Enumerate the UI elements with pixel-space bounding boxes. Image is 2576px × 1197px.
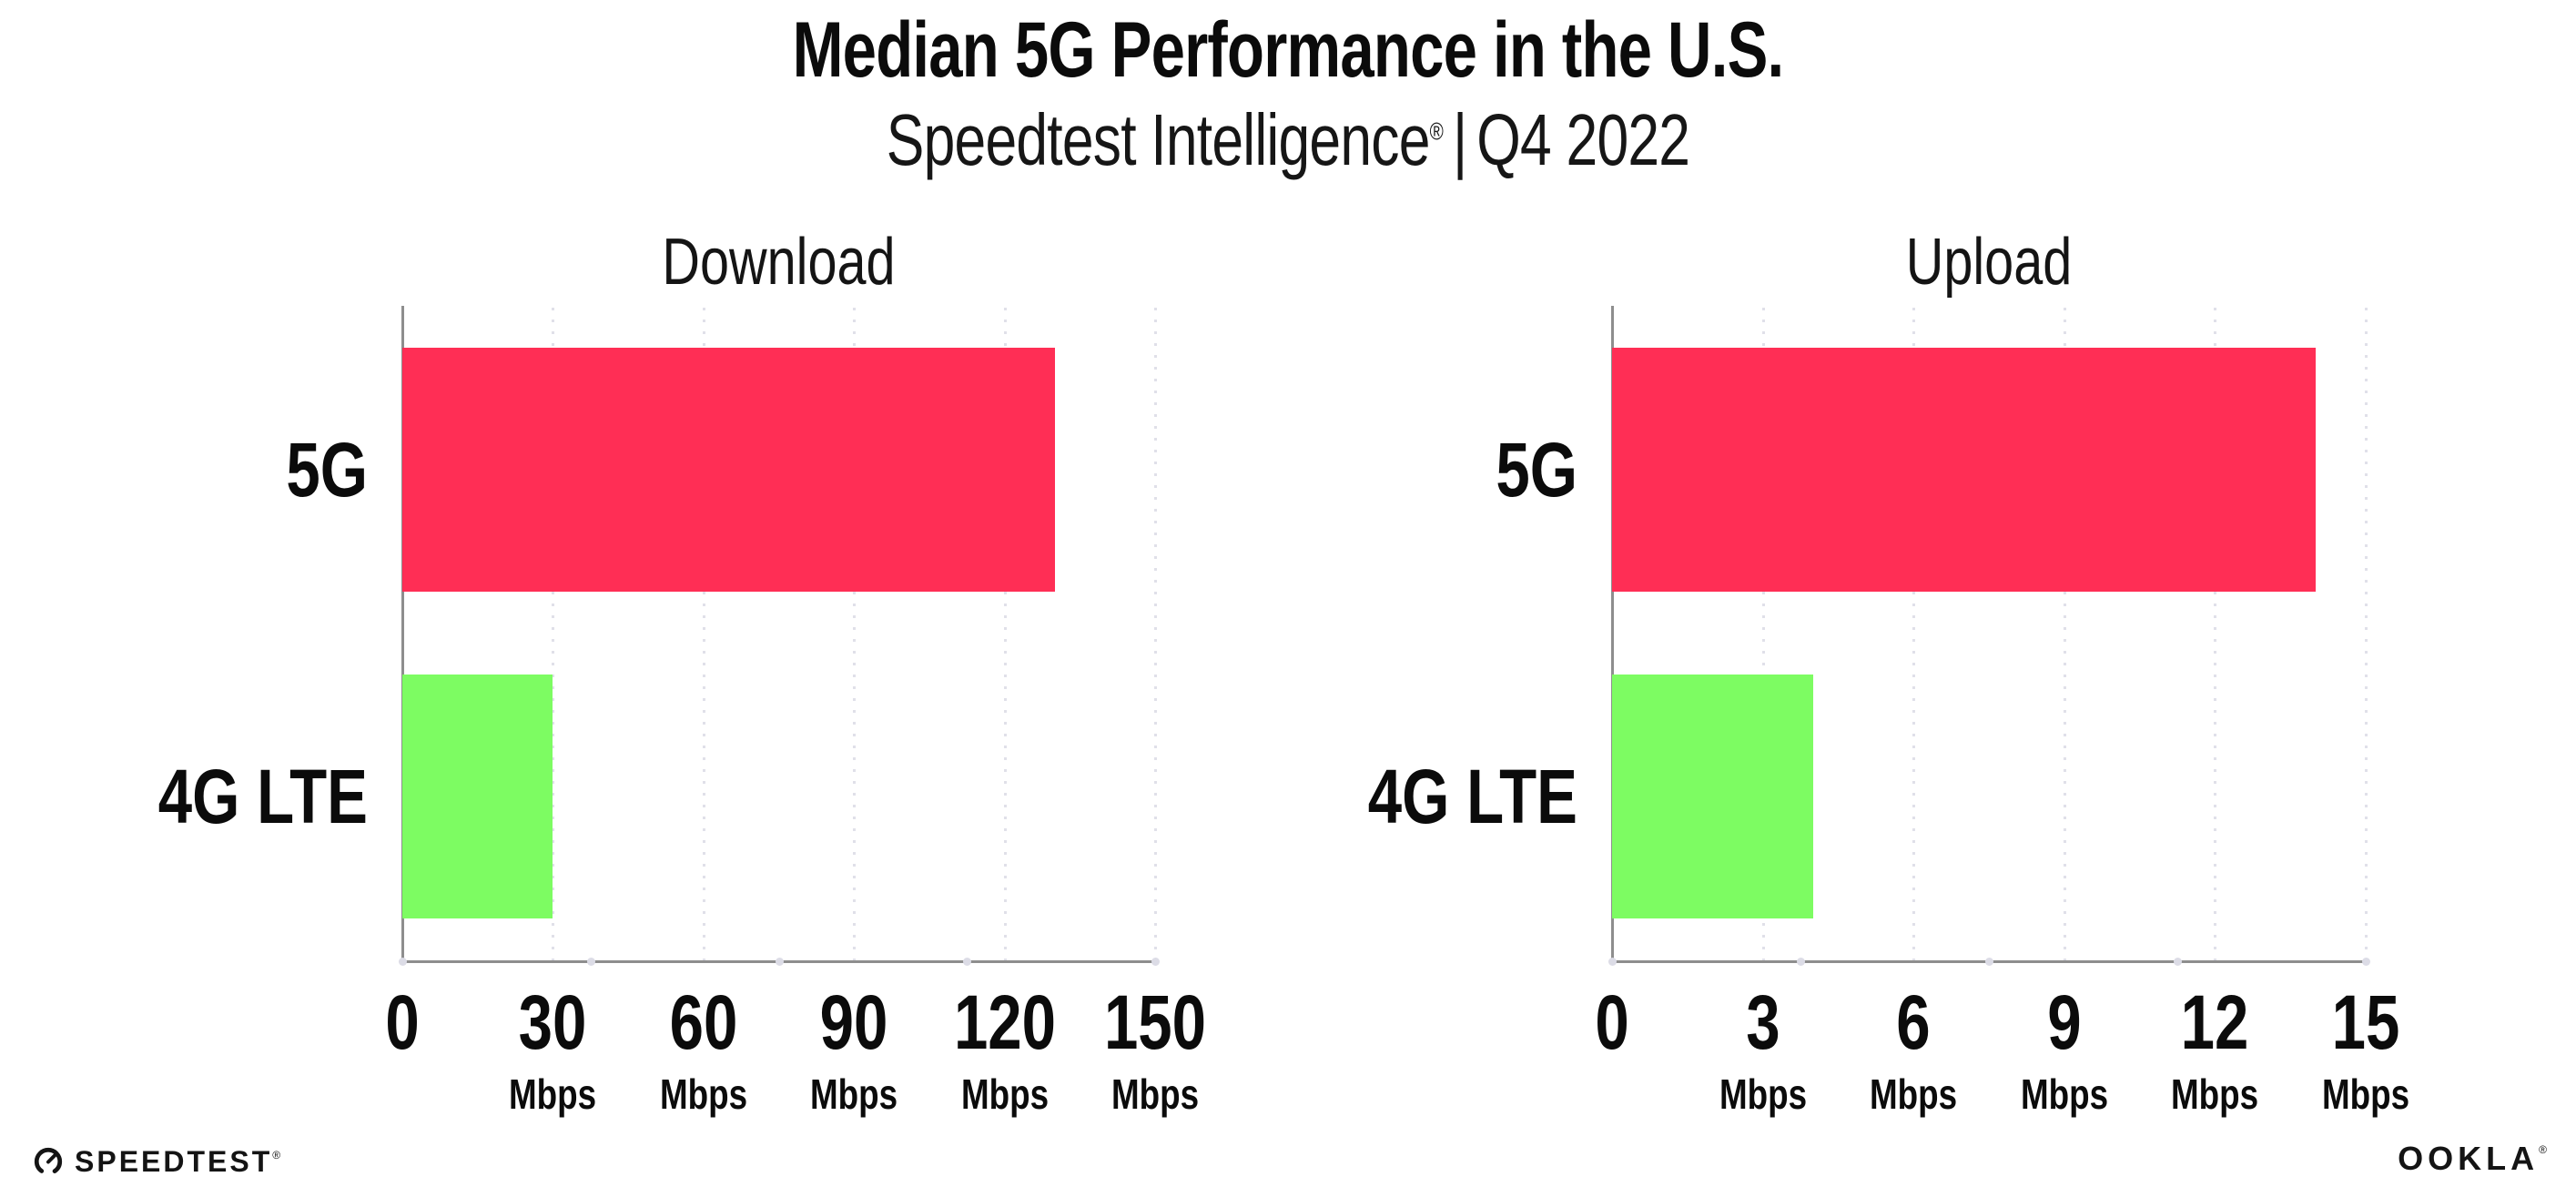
y-axis-line	[1611, 306, 1614, 965]
x-tick-unit: Mbps	[960, 1070, 1049, 1118]
x-tick-value: 12	[2181, 979, 2249, 1065]
upload-plot: 5G 4G LTE 0 3 Mbps 6 Mbps 9 Mbps 12 Mbps 15 Mbps	[1368, 306, 2409, 1115]
x-tick-label: 60 Mbps	[660, 984, 747, 1115]
download-chart-title: Download	[662, 226, 896, 299]
x-tick-value: 60	[669, 979, 738, 1065]
gridline-120	[1003, 308, 1007, 969]
x-tick-unit: Mbps	[509, 1070, 597, 1118]
ookla-wordmark: OOKLA	[2398, 1140, 2540, 1177]
x-tick-label: 0	[1595, 984, 1628, 1060]
x-tick-label: 12 Mbps	[2171, 984, 2258, 1115]
x-tick-unit: Mbps	[1870, 1070, 1958, 1118]
axis-tick-dot	[963, 958, 972, 966]
axis-tick-dot	[1151, 958, 1160, 966]
x-tick-value: 90	[819, 979, 888, 1065]
x-tick-unit: Mbps	[2020, 1070, 2108, 1118]
category-label: 5G	[286, 426, 368, 512]
bar-5g	[402, 347, 1055, 592]
x-tick-value: 0	[1595, 979, 1629, 1065]
axis-tick-dot	[586, 958, 595, 966]
x-tick-value: 120	[953, 979, 1056, 1065]
axis-tick-dot	[1985, 958, 1993, 966]
category-label: 4G LTE	[1367, 754, 1577, 839]
x-tick-unit: Mbps	[1719, 1070, 1807, 1118]
x-tick-value: 150	[1103, 979, 1207, 1065]
x-tick-value: 9	[2047, 979, 2082, 1065]
x-tick-label: 150 Mbps	[1104, 984, 1206, 1115]
gridline-90	[853, 308, 857, 969]
subtitle-separator: |	[1452, 99, 1467, 181]
gridline-15	[2365, 308, 2368, 969]
registered-mark: ®	[2539, 1143, 2547, 1156]
x-tick-label: 9 Mbps	[2021, 984, 2108, 1115]
speedtest-gauge-icon	[34, 1147, 63, 1176]
download-plot: 5G 4G LTE 0 30 Mbps 60 Mbps 90 Mbps 120 Mbps 150 Mbp…	[158, 306, 1206, 1115]
x-tick-unit: Mbps	[1111, 1070, 1200, 1118]
chart-subtitle: Speedtest Intelligence® | Q4 2022	[283, 104, 2292, 177]
bar-4g-lte	[402, 675, 553, 919]
axis-tick-dot	[2174, 958, 2182, 966]
gridline-60	[702, 308, 705, 969]
gridline-150	[1154, 308, 1157, 969]
x-tick-label: 3 Mbps	[1719, 984, 1807, 1115]
x-tick-label: 6 Mbps	[1870, 984, 1957, 1115]
x-tick-unit: Mbps	[2171, 1070, 2259, 1118]
gridline-6	[1912, 308, 1916, 969]
speedtest-wordmark: SPEEDTEST®	[75, 1145, 284, 1178]
registered-mark: ®	[272, 1149, 284, 1161]
ookla-logo: OOKLA®	[2398, 1142, 2547, 1175]
x-tick-value: 30	[519, 979, 587, 1065]
x-tick-label: 90 Mbps	[810, 984, 898, 1115]
x-tick-value: 3	[1745, 979, 1780, 1065]
axis-tick-dot	[1608, 958, 1617, 966]
subtitle-brand: Speedtest Intelligence	[886, 99, 1431, 181]
bar-4g-lte	[1612, 675, 1813, 919]
x-tick-value: 15	[2331, 979, 2400, 1065]
axis-tick-dot	[399, 958, 407, 966]
gridline-9	[2063, 308, 2066, 969]
y-axis-line	[401, 306, 404, 965]
x-tick-label: 0	[385, 984, 419, 1060]
x-tick-value: 6	[1896, 979, 1931, 1065]
upload-chart-title: Upload	[1905, 226, 2073, 299]
speedtest-logo: SPEEDTEST®	[33, 1146, 283, 1177]
gridline-30	[552, 308, 555, 969]
subtitle-period: Q4 2022	[1476, 99, 1690, 181]
bar-5g	[1612, 347, 2316, 592]
gridline-3	[1761, 308, 1765, 969]
x-tick-label: 15 Mbps	[2322, 984, 2409, 1115]
chart-header: Median 5G Performance in the U.S. Speedt…	[0, 0, 2576, 177]
x-tick-unit: Mbps	[659, 1070, 747, 1118]
x-tick-label: 30 Mbps	[509, 984, 596, 1115]
category-label: 4G LTE	[157, 754, 368, 839]
x-tick-unit: Mbps	[810, 1070, 898, 1118]
registered-mark: ®	[1429, 117, 1444, 146]
x-tick-label: 120 Mbps	[954, 984, 1056, 1115]
gridline-12	[2214, 308, 2217, 969]
axis-tick-dot	[775, 958, 784, 966]
axis-tick-dot	[2362, 958, 2370, 966]
category-label: 5G	[1496, 426, 1577, 512]
axis-tick-dot	[1797, 958, 1805, 966]
chart-title: Median 5G Performance in the U.S.	[792, 6, 1785, 94]
x-tick-unit: Mbps	[2321, 1070, 2410, 1118]
x-tick-value: 0	[385, 979, 420, 1065]
